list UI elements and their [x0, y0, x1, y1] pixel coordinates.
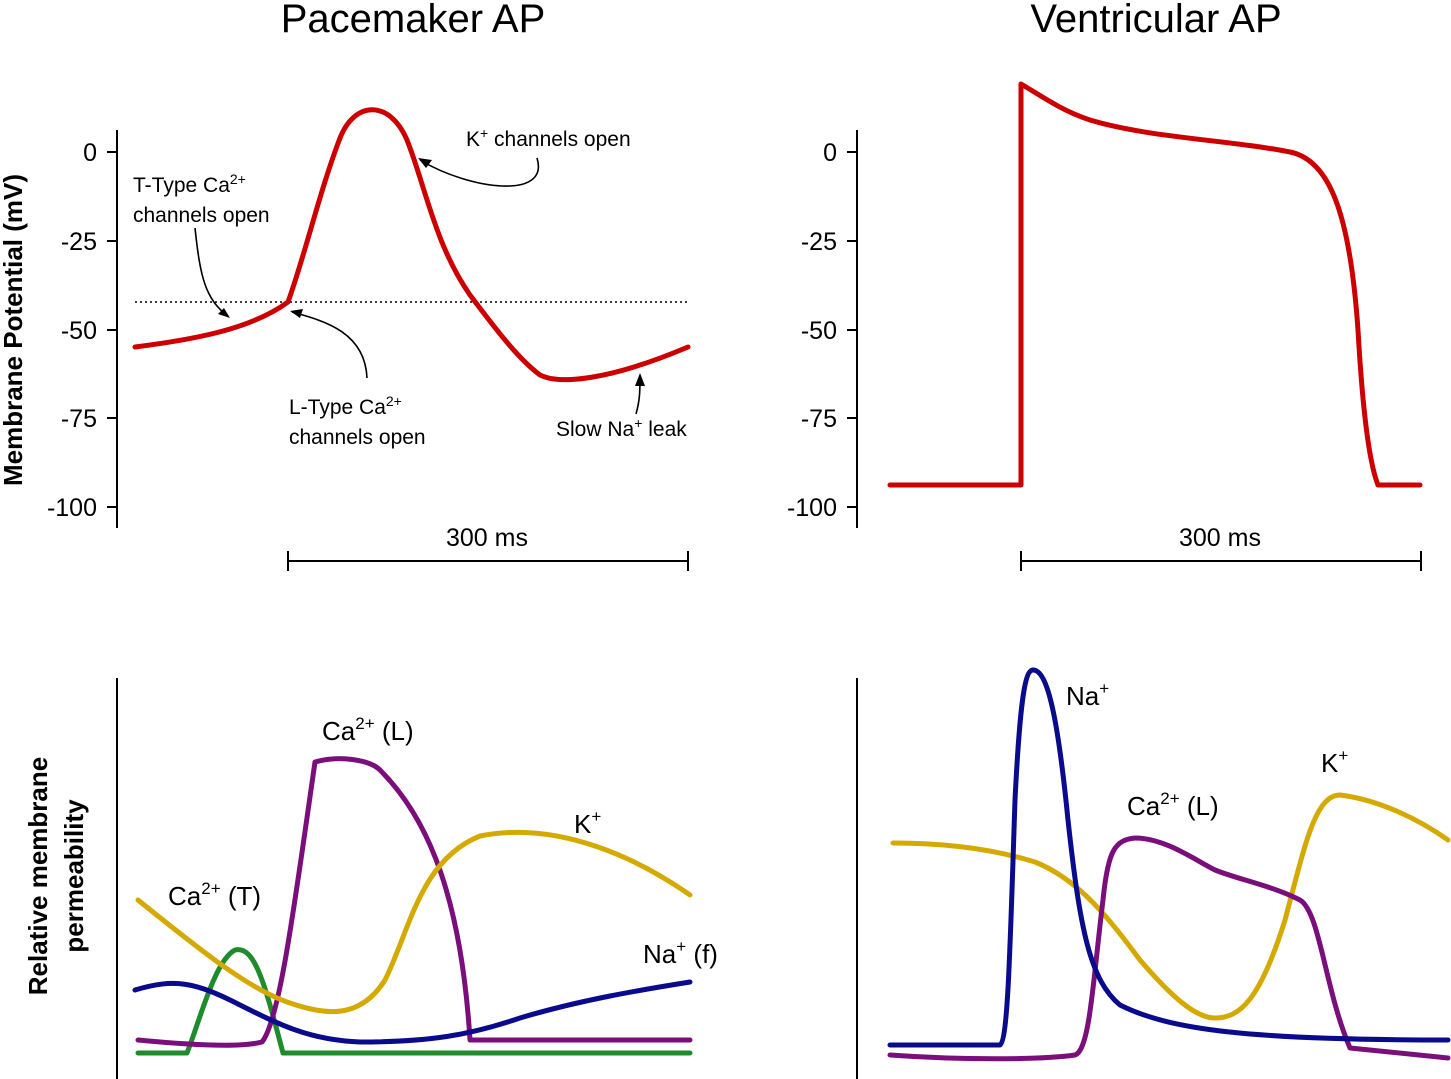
- k-ventricular-curve: [890, 792, 1451, 1021]
- svg-text:permeability: permeability: [59, 799, 89, 953]
- ca-l-curve: [135, 756, 693, 1048]
- l-type-label: L-Type Ca2+: [289, 393, 402, 419]
- na-leak-label: Slow Na+ leak: [556, 415, 687, 441]
- y-tick-label: -50: [801, 317, 837, 345]
- scale-bar-label: 300 ms: [1179, 524, 1261, 552]
- l-type-annotation: L-Type Ca2+ channels open: [289, 309, 426, 449]
- y-tick-label: -100: [47, 494, 97, 522]
- l-type-label-line2: channels open: [289, 426, 426, 449]
- y-tick-label: -50: [61, 317, 97, 345]
- permeability-axis-title: Relative membrane permeability: [23, 757, 89, 995]
- y-tick-label: 0: [823, 139, 837, 167]
- k-channels-label: K+ channels open: [466, 125, 631, 151]
- y-tick-label: -25: [801, 228, 837, 256]
- k-pacemaker-label: K+: [574, 807, 601, 839]
- ventricular-ap-trace: [887, 81, 1423, 488]
- scale-bar-label: 300 ms: [446, 524, 528, 552]
- k-pacemaker-curve: [135, 830, 693, 1014]
- y-tick-label: -100: [787, 494, 837, 522]
- t-type-label-line2: channels open: [133, 204, 270, 227]
- y-tick-label: -75: [801, 405, 837, 433]
- pacemaker-ap-trace: [132, 107, 691, 383]
- ventricular-scale-bar: 300 ms: [1020, 524, 1422, 571]
- pacemaker-scale-bar: 300 ms: [287, 524, 689, 571]
- ventricular-y-axis: 0 -25 -50 -75 -100: [787, 130, 858, 528]
- pacemaker-y-axis: 0 -25 -50 -75 -100: [47, 130, 118, 528]
- ca-t-curve: [135, 947, 693, 1056]
- y-tick-label: 0: [83, 139, 97, 167]
- y-tick-label: -75: [61, 405, 97, 433]
- pacemaker-title: Pacemaker AP: [281, 0, 546, 41]
- t-type-annotation: T-Type Ca2+ channels open: [133, 171, 270, 318]
- na-leak-annotation: Slow Na+ leak: [556, 373, 687, 441]
- na-f-curve: [132, 979, 693, 1045]
- k-channels-annotation: K+ channels open: [418, 125, 631, 187]
- na-f-label: Na+ (f): [643, 937, 718, 969]
- ca-t-label: Ca2+ (T): [168, 879, 261, 911]
- t-type-label: T-Type Ca2+: [133, 171, 246, 197]
- ventricular-title: Ventricular AP: [1030, 0, 1281, 41]
- k-ventricular-label: K+: [1321, 746, 1348, 778]
- na-ventricular-label: Na+: [1066, 679, 1109, 711]
- membrane-potential-axis-title: Membrane Potential (mV): [0, 174, 28, 486]
- ca-l-ventricular-curve: [887, 835, 1451, 1062]
- svg-text:Relative membrane: Relative membrane: [23, 757, 53, 995]
- ca-l-label: Ca2+ (L): [322, 714, 414, 746]
- y-tick-label: -25: [61, 228, 97, 256]
- na-ventricular-curve: [887, 667, 1451, 1048]
- ca-l-ventricular-label: Ca2+ (L): [1127, 789, 1219, 821]
